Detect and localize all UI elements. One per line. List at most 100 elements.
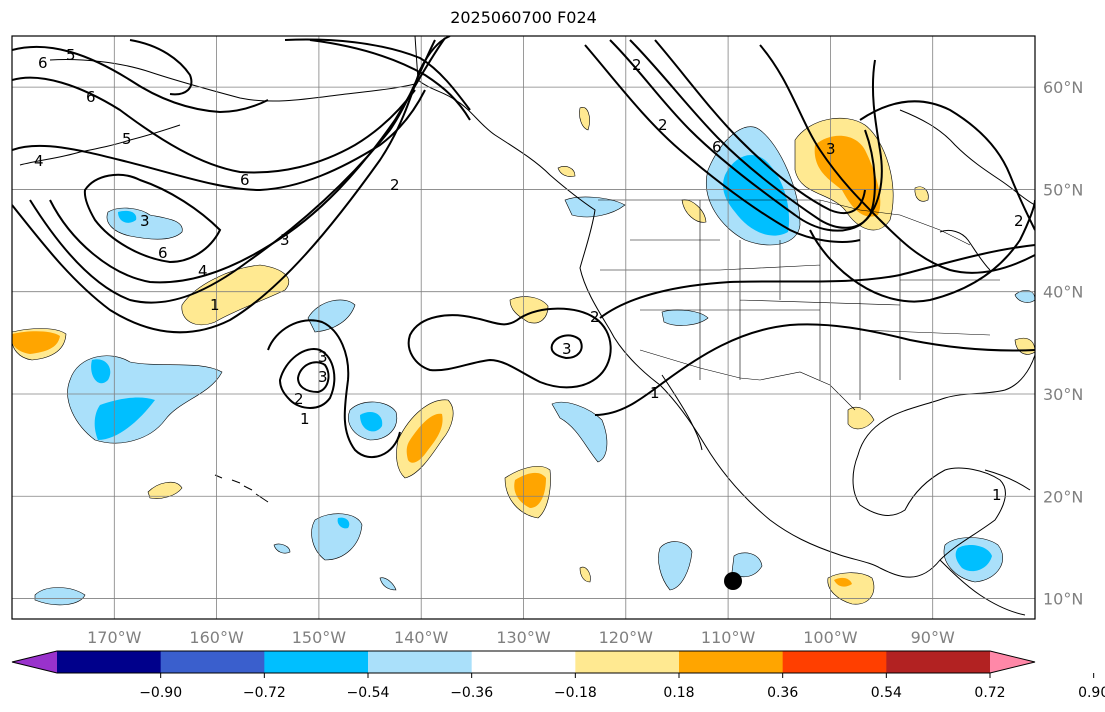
positive-anomaly-region	[147, 481, 183, 499]
contour-line	[654, 39, 866, 215]
negative-anomaly-region	[658, 541, 693, 591]
contour-line	[629, 39, 876, 229]
colorbar-segment	[471, 651, 576, 673]
cuba-coastline	[984, 469, 1031, 491]
contour-label: 2	[294, 390, 304, 408]
negative-anomaly-region	[311, 513, 363, 561]
north-america-coastline	[414, 36, 1035, 578]
contour-label: 6	[86, 88, 96, 106]
contour-label: 1	[210, 296, 220, 314]
colorbar-tick-label: −0.18	[554, 685, 597, 701]
contour-label: 5	[122, 130, 132, 148]
positive-anomaly-region	[579, 107, 590, 131]
colorbar-tick-label: −0.36	[450, 685, 493, 701]
contour-line	[599, 244, 1035, 319]
colorbar-tick-label: 0.18	[663, 685, 694, 701]
negative-anomaly-region	[551, 401, 608, 463]
contour-label: 1	[992, 486, 1002, 504]
contour-label: 4	[198, 262, 208, 280]
contour-line	[83, 173, 222, 264]
colorbar-segment	[886, 651, 991, 673]
contour-label: 6	[240, 171, 250, 189]
alaska-coastline	[49, 59, 416, 102]
negative-anomaly-region	[307, 299, 356, 333]
negative-anomaly-core	[91, 359, 155, 440]
contour-line	[129, 39, 193, 96]
contour-line	[296, 361, 330, 394]
latitude-label: 10°N	[1043, 590, 1083, 609]
contour-label: 6	[158, 244, 168, 262]
latitude-label: 20°N	[1043, 487, 1083, 506]
contour-label: 2	[590, 308, 600, 326]
contour-line	[859, 100, 1035, 231]
contour-line	[12, 76, 416, 174]
colorbar-tick-label: −0.90	[139, 685, 182, 701]
negative-anomaly-core	[337, 517, 350, 529]
contour-label: 6	[38, 54, 48, 72]
contour-label: 5	[66, 46, 76, 64]
latitude-label: 50°N	[1043, 180, 1083, 199]
contour-label: 3	[562, 340, 572, 358]
negative-anomaly-region	[379, 577, 397, 591]
longitude-label: 150°W	[292, 628, 347, 647]
contour-label: 3	[140, 212, 150, 230]
aleutian-islands	[19, 124, 181, 166]
contour-line	[809, 199, 1035, 303]
negative-anomaly-region	[1014, 290, 1035, 303]
colorbar-tick-label: 0.36	[767, 685, 798, 701]
latitude-label: 30°N	[1043, 385, 1083, 404]
colorbar-segment	[160, 651, 265, 673]
contour-label: 1	[650, 384, 660, 402]
contour-line	[584, 44, 861, 243]
contour-line	[407, 307, 612, 389]
contour-label: 2	[632, 56, 642, 74]
contour-label: 3	[280, 231, 290, 249]
colorbar-extend-low	[12, 651, 57, 673]
contour-line	[278, 348, 336, 409]
positive-anomaly-core	[834, 577, 852, 587]
negative-anomaly-region	[34, 587, 86, 606]
baja-coastline	[661, 374, 703, 451]
contour-label: 2	[1014, 212, 1024, 230]
negative-anomaly-core	[118, 210, 137, 223]
positive-anomaly-core	[406, 413, 443, 463]
longitude-label: 110°W	[701, 628, 756, 647]
contour-line	[49, 37, 446, 284]
colorbar-tick-label: 0.54	[871, 685, 902, 701]
negative-anomaly-region	[564, 196, 626, 218]
colorbar	[11, 650, 1036, 674]
negative-anomaly-core	[723, 155, 790, 236]
negative-anomaly-region	[273, 543, 291, 554]
central-america-coastline	[939, 559, 1026, 616]
longitude-label: 170°W	[87, 628, 142, 647]
colorbar-tick-label: −0.72	[243, 685, 286, 701]
contour-labels: 6 5 6 5 4 6 3 2 6 3 4 1 2 3 3 2 1 2 3 1 …	[34, 46, 1024, 504]
contour-line	[609, 39, 883, 232]
contour-label: 2	[390, 176, 400, 194]
contour-line	[550, 334, 583, 360]
contour-label: 3	[826, 140, 836, 158]
contour-line	[12, 89, 426, 192]
contour-line	[267, 319, 401, 459]
contour-label: 3	[318, 368, 328, 386]
colorbar-tick-label: 0.90	[1078, 685, 1105, 701]
positive-anomaly-region	[847, 407, 875, 430]
us-canada-border	[598, 199, 971, 246]
positive-anomaly-region	[181, 264, 290, 326]
colorbar-tick-label: 0.72	[974, 685, 1005, 701]
colorbar-extend-high	[990, 651, 1035, 673]
contour-line	[309, 39, 471, 121]
positive-anomaly-region	[509, 296, 549, 324]
positive-anomaly-region	[557, 166, 576, 177]
positive-anomaly-region	[579, 566, 591, 583]
map-border	[11, 35, 1036, 620]
negative-anomaly-core	[360, 412, 383, 432]
colorbar-segment	[575, 651, 680, 673]
hawaii-islands	[214, 474, 269, 503]
gridlines	[12, 36, 1035, 619]
contour-lines	[12, 36, 1035, 459]
positive-anomaly-core	[12, 331, 60, 354]
latitude-label: 40°N	[1043, 283, 1083, 302]
longitude-label: 90°W	[911, 628, 955, 647]
positive-anomaly-core	[514, 472, 546, 508]
